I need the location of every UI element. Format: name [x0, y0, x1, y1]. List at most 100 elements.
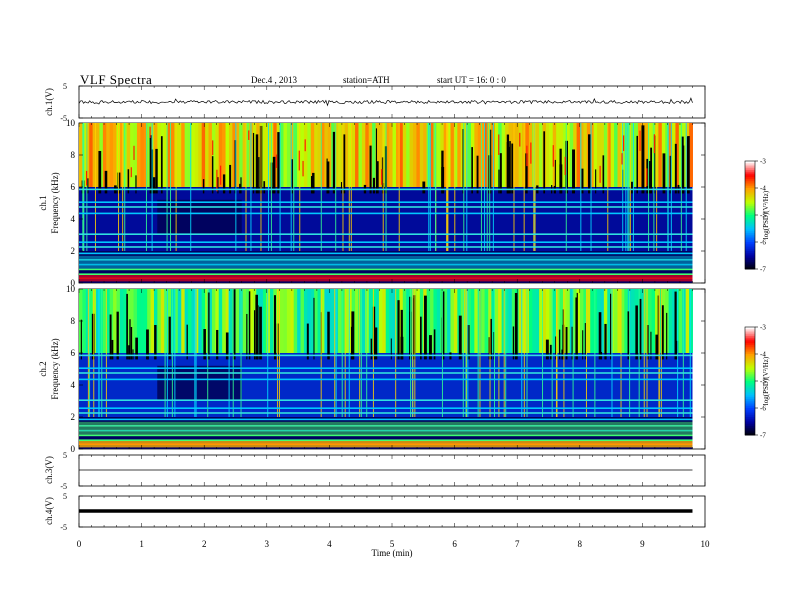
spectrogram-cell: [232, 123, 237, 187]
sferic-spike: [680, 123, 682, 251]
spectrogram-cell: [317, 123, 322, 187]
spectrogram-cell: [501, 289, 506, 353]
spectrogram-cell: [171, 289, 175, 353]
tone-line: [79, 252, 693, 255]
spectrogram-cell: [491, 289, 496, 353]
spectrogram-cell: [580, 123, 584, 187]
spectrogram-cell: [225, 123, 230, 187]
sferic-spike: [194, 289, 196, 417]
colorbar-segment: [745, 364, 755, 368]
y-tick-label: 10: [66, 118, 76, 128]
sferic-spike: [151, 123, 153, 251]
spectrogram-cell: [225, 289, 230, 353]
sferic-spike: [629, 123, 631, 251]
x-tick-label: 4: [327, 539, 332, 549]
sferic-spike: [611, 289, 613, 417]
spectrogram-gap: [662, 153, 666, 194]
colorbar-segment: [745, 197, 755, 200]
spectrogram-cell: [467, 123, 472, 187]
colorbar-segment: [745, 204, 755, 207]
spectrogram-gap: [343, 134, 346, 194]
spectrogram-cell: [406, 123, 411, 187]
sferic-spike: [607, 123, 609, 251]
sferic-spike: [572, 289, 574, 417]
sferic-spike: [267, 289, 269, 417]
spectrogram-gap: [272, 156, 276, 194]
tone-line: [79, 241, 693, 243]
sferic-spike: [145, 123, 147, 251]
spectrogram-gap: [674, 291, 677, 360]
colorbar-segment: [745, 222, 755, 225]
ch1-colorbar: -3 -4 -5 -6 -7: [744, 158, 766, 274]
spectrogram-cell: [518, 123, 523, 187]
x-tick-label: 6: [452, 539, 457, 549]
sferic-spike: [341, 289, 343, 417]
spectrogram-gap: [554, 159, 556, 194]
sferic-spike: [268, 123, 270, 251]
sferic-spike: [555, 289, 557, 417]
spectrogram-gap: [631, 181, 634, 194]
station-label: station=ATH: [343, 75, 390, 85]
spectrogram-gap: [229, 164, 232, 194]
tone-line: [79, 268, 693, 271]
spectrogram-cell: [365, 289, 370, 353]
red-spike: [646, 168, 648, 187]
spectrogram-gap: [681, 136, 684, 194]
colorbar-segment: [745, 234, 755, 238]
red-spike: [380, 169, 383, 185]
spectrogram-cell: [641, 289, 646, 353]
spectrogram-gap: [160, 136, 163, 194]
spectrogram-gap: [506, 134, 510, 194]
colorbar-segment: [745, 213, 755, 216]
spectrogram-cell: [545, 289, 550, 353]
spectrogram-gap: [666, 312, 668, 360]
spectrogram-gap: [581, 168, 584, 194]
spectrogram-cell: [348, 289, 353, 353]
low-band: [79, 421, 693, 435]
sferic-spike: [105, 289, 107, 417]
spectrogram-gap: [653, 135, 656, 194]
spectrogram-cell: [184, 123, 189, 187]
spectrogram-cell: [382, 289, 387, 353]
spectrogram-cell: [320, 289, 325, 353]
sferic-spike: [87, 289, 89, 417]
spectrogram-gap: [675, 340, 679, 360]
colorbar-segment: [745, 330, 755, 333]
spectrogram-gap: [306, 323, 309, 360]
sferic-spike: [279, 123, 281, 251]
spectrogram-cell: [181, 289, 186, 353]
spectrogram-gap: [232, 289, 236, 360]
spectrogram-cell: [85, 289, 90, 353]
red-spike: [552, 145, 554, 167]
tone-line: [79, 372, 693, 374]
spectrogram-cell: [89, 123, 94, 187]
spectrogram-cell: [85, 123, 90, 187]
spectrogram-cell: [447, 289, 451, 353]
sferic-spike: [320, 289, 322, 417]
colorbar-segment: [745, 361, 755, 364]
sferic-spike: [556, 289, 558, 417]
spectrogram-cell: [539, 123, 544, 187]
spectrogram-cell: [474, 289, 479, 353]
sferic-spike: [534, 123, 536, 251]
spectrogram-gap: [462, 129, 464, 194]
spectrogram-cell: [569, 123, 574, 187]
spectrogram-cell: [549, 123, 554, 187]
spectrogram-cell: [460, 289, 465, 353]
spectrogram-cell: [160, 289, 165, 353]
colorbar-segment: [745, 267, 755, 270]
spectrogram-cell: [464, 123, 469, 187]
spectrogram-cell: [542, 289, 547, 353]
spectrogram-cell: [419, 123, 424, 187]
colorbar-segment: [745, 240, 755, 243]
spectrogram-cell: [644, 123, 649, 187]
sferic-spike: [585, 289, 587, 417]
sferic-spike: [620, 289, 622, 417]
x-tick-label: 2: [202, 539, 207, 549]
colorbar-segment: [745, 417, 755, 420]
spectrogram-cell: [143, 289, 148, 353]
spectrogram-cell: [556, 123, 561, 187]
spectrogram-gap: [604, 323, 607, 360]
spectrogram-cell: [378, 123, 383, 187]
colorbar-segment: [745, 339, 755, 342]
